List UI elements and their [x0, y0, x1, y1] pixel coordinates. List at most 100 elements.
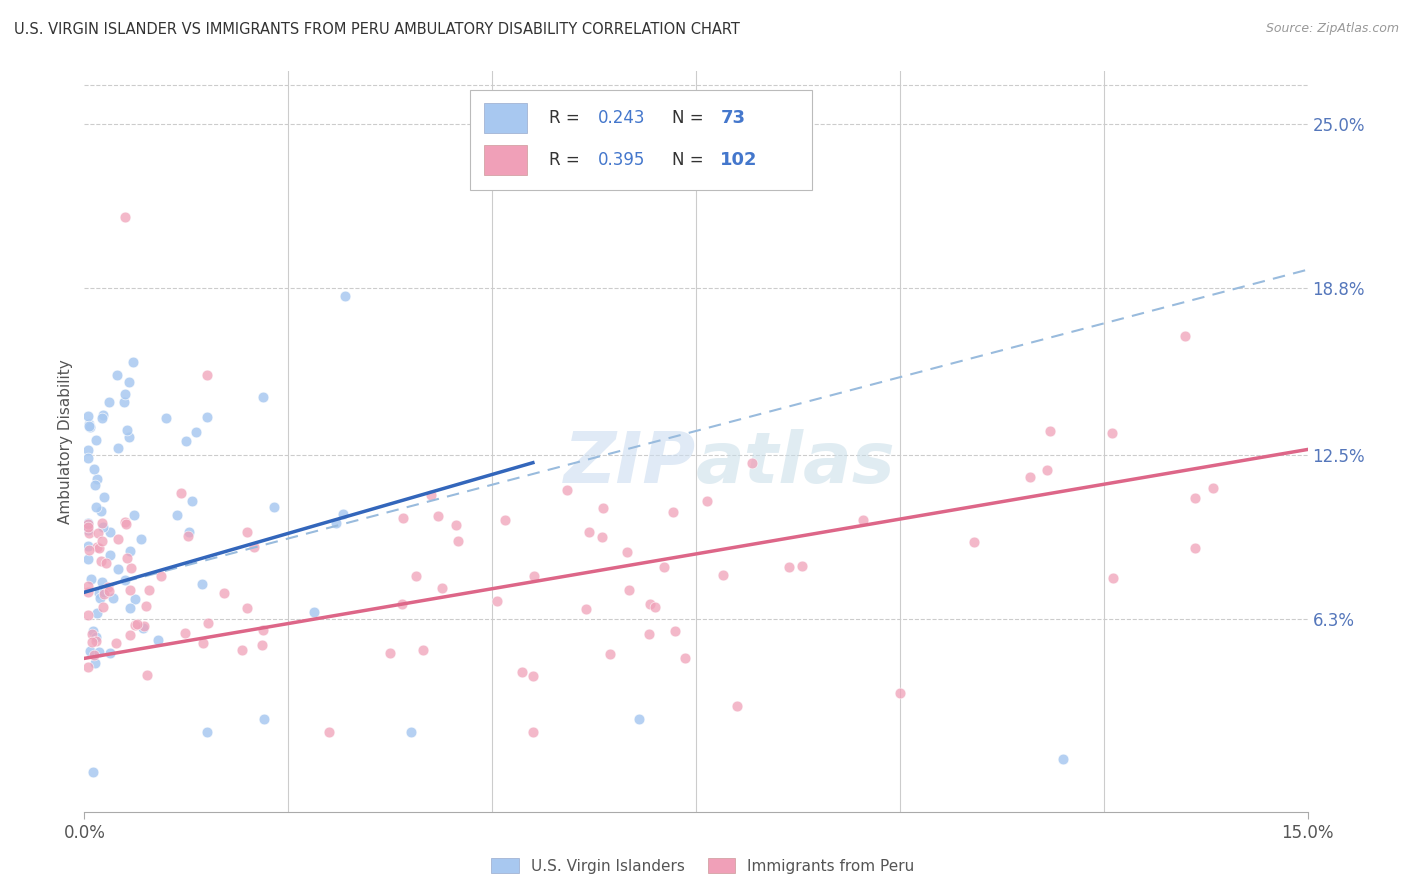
Point: [195, 368, 218, 383]
Point: [89, 541, 111, 555]
Point: [84, 633, 107, 648]
Text: 73: 73: [720, 109, 745, 127]
Point: [725, 698, 748, 713]
Point: [195, 409, 218, 424]
Text: N =: N =: [672, 109, 709, 127]
Text: Source: ZipAtlas.com: Source: ZipAtlas.com: [1265, 22, 1399, 36]
Point: [250, 638, 273, 652]
Point: [181, 493, 204, 508]
Point: [77, 417, 100, 431]
Point: [97, 395, 120, 409]
Point: [124, 618, 146, 632]
Point: [155, 410, 177, 425]
Point: [86, 472, 108, 486]
Point: [132, 621, 155, 635]
Point: [555, 483, 578, 497]
Point: [83, 656, 105, 670]
Point: [1036, 463, 1059, 477]
Point: [263, 500, 285, 514]
Bar: [484, 103, 527, 133]
Point: [851, 512, 873, 526]
Point: [236, 525, 259, 540]
Point: [1174, 328, 1197, 343]
Point: [212, 586, 235, 600]
Point: [107, 441, 129, 455]
Point: [177, 528, 200, 542]
Point: [79, 420, 101, 434]
Legend: U.S. Virgin Islanders, Immigrants from Peru: U.S. Virgin Islanders, Immigrants from P…: [485, 852, 921, 880]
Point: [79, 572, 101, 586]
Point: [243, 540, 266, 554]
Point: [578, 524, 600, 539]
Point: [638, 598, 661, 612]
Point: [91, 600, 114, 615]
Point: [118, 600, 141, 615]
Point: [104, 636, 127, 650]
Point: [135, 599, 157, 614]
Point: [83, 648, 105, 663]
Point: [129, 532, 152, 546]
Point: [97, 581, 120, 595]
Point: [77, 451, 100, 466]
Point: [412, 642, 434, 657]
Point: [485, 594, 508, 608]
Point: [177, 524, 200, 539]
Point: [662, 505, 685, 519]
Point: [93, 491, 115, 505]
Point: [115, 423, 138, 437]
Text: 102: 102: [720, 152, 758, 169]
Point: [420, 488, 443, 502]
Point: [77, 409, 100, 423]
Point: [120, 544, 142, 558]
Point: [195, 725, 218, 739]
Point: [90, 554, 112, 568]
Point: [77, 552, 100, 566]
Point: [252, 624, 274, 638]
Point: [150, 569, 173, 583]
Point: [122, 508, 145, 522]
Point: [84, 478, 107, 492]
Point: [591, 530, 613, 544]
Text: 0.395: 0.395: [598, 152, 645, 169]
Point: [696, 494, 718, 508]
Point: [522, 725, 544, 739]
Point: [77, 585, 100, 599]
Point: [82, 765, 104, 780]
Point: [114, 387, 136, 401]
Bar: [484, 145, 527, 175]
Point: [664, 624, 686, 639]
Point: [522, 669, 544, 683]
Point: [231, 642, 253, 657]
Point: [89, 586, 111, 600]
Point: [575, 601, 598, 615]
Point: [114, 515, 136, 529]
Point: [120, 561, 142, 575]
Point: [77, 443, 100, 458]
Point: [1018, 469, 1040, 483]
Point: [1052, 752, 1074, 766]
Point: [1184, 541, 1206, 556]
Point: [124, 591, 146, 606]
Point: [115, 550, 138, 565]
Point: [627, 712, 650, 726]
Point: [93, 587, 115, 601]
FancyBboxPatch shape: [470, 90, 813, 190]
Point: [97, 583, 120, 598]
Point: [135, 667, 157, 681]
Point: [616, 545, 638, 559]
Point: [1039, 424, 1062, 438]
Point: [252, 391, 274, 405]
Point: [1102, 571, 1125, 585]
Point: [77, 523, 100, 537]
Point: [79, 526, 101, 541]
Point: [318, 725, 340, 739]
Point: [392, 511, 415, 525]
Text: R =: R =: [550, 109, 585, 127]
Point: [93, 585, 115, 599]
Point: [599, 648, 621, 662]
Point: [325, 516, 347, 530]
Point: [98, 548, 121, 562]
Point: [77, 579, 100, 593]
Point: [332, 507, 354, 521]
Point: [90, 503, 112, 517]
